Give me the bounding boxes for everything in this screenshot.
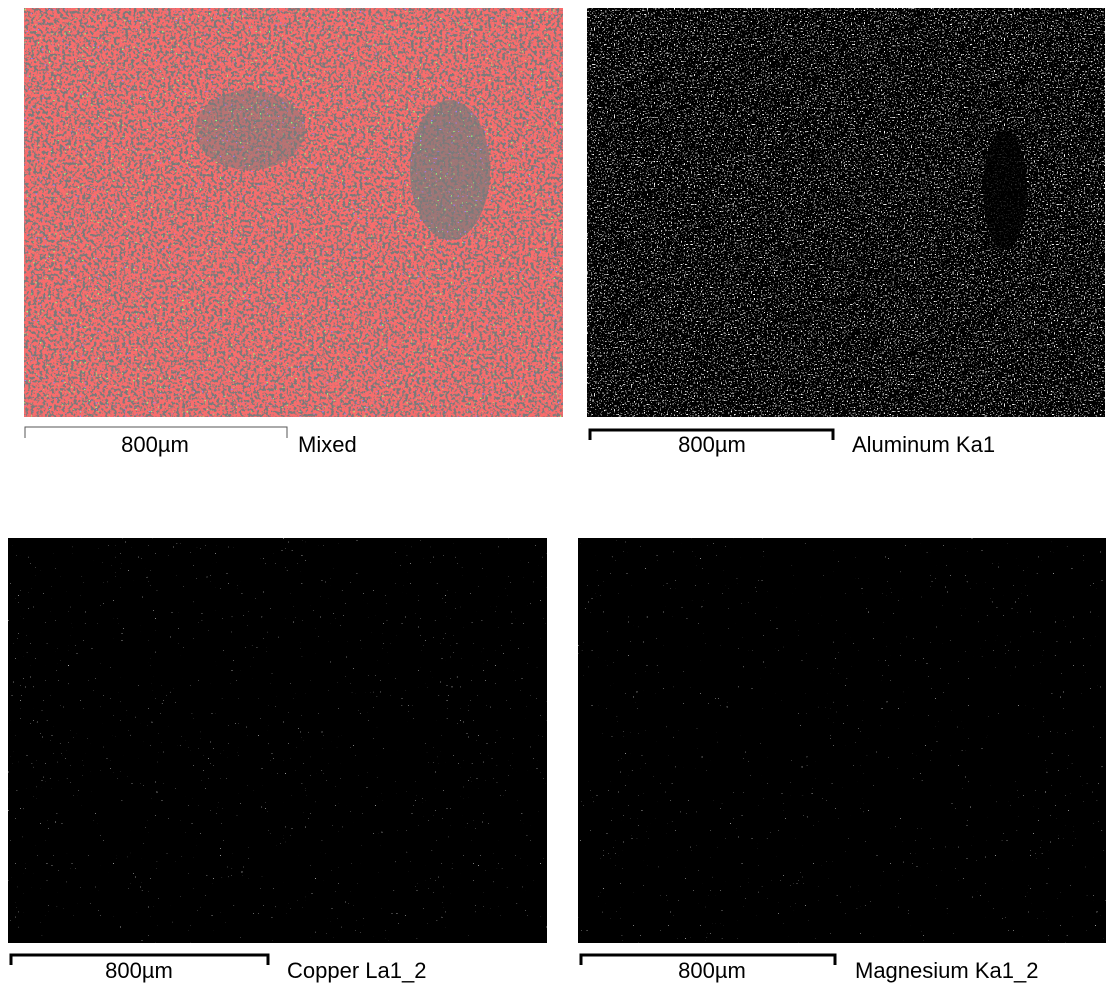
map-layer: [578, 538, 1106, 943]
figure: 800µm Mixed 800µm Aluminum Ka1 800µm Cop…: [0, 0, 1113, 987]
scale-label: 800µm: [105, 958, 173, 983]
panel-magnesium: 800µm Magnesium Ka1_2: [578, 538, 1106, 983]
map-layer: [24, 8, 563, 417]
map-layer: [8, 538, 547, 943]
map-region: [983, 130, 1027, 250]
panel-copper: 800µm Copper La1_2: [8, 538, 547, 983]
panel-label: Magnesium Ka1_2: [855, 958, 1038, 983]
scale-label: 800µm: [678, 958, 746, 983]
scale-label: 800µm: [678, 432, 746, 457]
panel-label: Mixed: [298, 432, 357, 457]
scale-label: 800µm: [121, 432, 189, 457]
panel-mixed: 800µm Mixed: [24, 8, 563, 457]
page: 800µm Mixed 800µm Aluminum Ka1 800µm Cop…: [0, 0, 1113, 987]
map-layer: [587, 8, 1105, 417]
panel-label: Aluminum Ka1: [852, 432, 995, 457]
panel-label: Copper La1_2: [287, 958, 426, 983]
panel-aluminum: 800µm Aluminum Ka1: [587, 8, 1105, 457]
